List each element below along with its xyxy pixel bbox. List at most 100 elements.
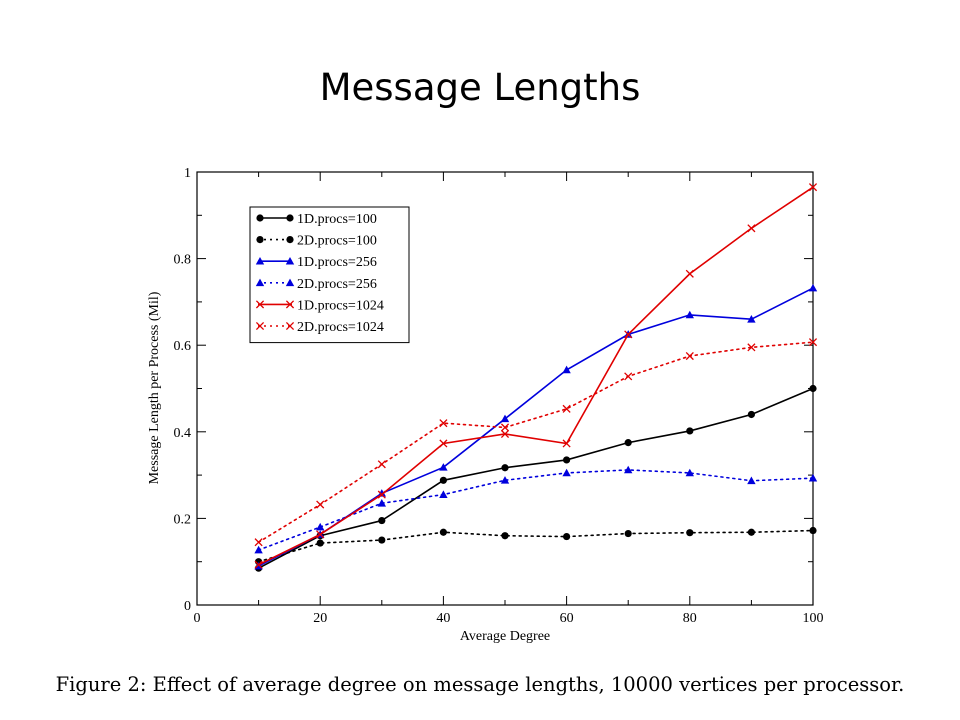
data-point — [378, 516, 386, 525]
data-point — [685, 351, 694, 361]
data-point — [254, 538, 263, 547]
data-point — [624, 372, 633, 381]
data-point — [747, 476, 756, 485]
data-point — [809, 384, 817, 393]
data-point — [624, 465, 633, 474]
series-layer — [254, 183, 818, 572]
data-point — [747, 528, 756, 536]
legend-box — [249, 206, 410, 344]
series-line — [257, 469, 814, 551]
data-point — [747, 315, 756, 323]
y-tick-label: 0.8 — [174, 253, 192, 268]
legend-entry: 1D.procs=100 — [256, 212, 377, 227]
data-point — [562, 439, 571, 448]
x-tick-label: 100 — [803, 611, 824, 626]
legend-label: 2D.procs=100 — [297, 234, 377, 249]
data-point — [377, 460, 386, 469]
series-2d-procs-1024 — [254, 338, 818, 547]
x-tick-label: 20 — [313, 611, 327, 626]
data-point — [256, 214, 264, 222]
legend-label: 1D.procs=100 — [297, 212, 377, 227]
data-point — [808, 283, 818, 292]
data-point — [747, 224, 756, 233]
data-point — [285, 257, 295, 265]
data-point — [563, 532, 571, 541]
data-point — [624, 439, 632, 447]
series-1d-procs-1024 — [254, 183, 818, 569]
data-point — [624, 529, 632, 538]
data-point — [286, 214, 294, 222]
x-tick-label: 80 — [683, 611, 697, 626]
data-point — [254, 545, 263, 554]
tick-labels: 0 20 40 60 80 100 0 0.2 0.4 0.6 0.8 1 — [174, 166, 824, 626]
data-point — [255, 300, 265, 309]
legend-label: 2D.procs=1024 — [297, 320, 384, 335]
line-chart: 0 20 40 60 80 100 0 0.2 0.4 0.6 0.8 1 Average Degre… — [147, 166, 824, 644]
data-point — [316, 539, 324, 547]
legend-label: 1D.procs=256 — [297, 255, 377, 270]
data-point — [316, 522, 325, 531]
x-tick-label: 40 — [436, 611, 450, 626]
data-point — [439, 439, 448, 448]
series-line — [257, 341, 814, 544]
series-line — [257, 186, 814, 566]
data-point — [500, 423, 510, 432]
x-axis-label: Average Degree — [460, 629, 550, 644]
data-point — [377, 490, 386, 499]
data-point — [254, 560, 263, 569]
data-point — [286, 236, 294, 244]
series-line — [257, 529, 814, 563]
legend-entry: 1D.procs=256 — [255, 255, 377, 270]
data-point — [809, 526, 817, 535]
data-point — [563, 456, 571, 464]
legend-label: 1D.procs=1024 — [297, 298, 384, 313]
data-point — [439, 419, 448, 428]
data-point — [439, 490, 448, 498]
data-point — [501, 464, 509, 472]
data-point — [256, 236, 264, 244]
series-2d-procs-256 — [254, 465, 818, 554]
data-point — [285, 321, 295, 331]
data-point — [378, 536, 386, 544]
data-point — [285, 278, 295, 287]
x-tick-label: 60 — [560, 611, 574, 626]
data-point — [439, 476, 447, 484]
y-tick-label: 1 — [184, 166, 191, 181]
data-point — [316, 500, 325, 509]
legend-entry: 1D.procs=1024 — [255, 298, 384, 313]
legend-entry: 2D.procs=256 — [255, 277, 377, 292]
data-point — [255, 321, 265, 331]
data-point — [501, 532, 509, 540]
data-point — [685, 310, 694, 319]
data-point — [377, 489, 386, 497]
data-point — [747, 343, 756, 352]
data-point — [624, 330, 633, 339]
data-point — [562, 468, 571, 477]
data-point — [439, 528, 447, 536]
slide-title: Message Lengths — [319, 66, 641, 109]
data-point — [685, 269, 694, 278]
legend-entry: 2D.procs=100 — [256, 234, 377, 249]
x-tick-label: 0 — [194, 611, 201, 626]
y-axis-label: Message Length per Process (Mil) — [147, 291, 162, 484]
data-point — [255, 257, 265, 265]
data-point — [686, 529, 694, 537]
figure-caption: Figure 2: Effect of average degree on me… — [55, 673, 905, 696]
data-point — [686, 427, 694, 435]
legend-entry: 2D.procs=1024 — [255, 320, 384, 335]
data-point — [808, 338, 818, 347]
data-point — [562, 365, 571, 374]
data-point — [285, 300, 295, 309]
data-point — [500, 429, 510, 439]
data-point — [500, 414, 510, 423]
legend-label: 2D.procs=256 — [297, 277, 377, 292]
data-point — [500, 476, 510, 484]
data-point — [439, 463, 448, 471]
data-point — [808, 473, 818, 482]
data-point — [316, 530, 325, 539]
y-tick-label: 0 — [184, 599, 191, 614]
legend: 1D.procs=100 2D.procs=100 1D.procs=256 2D.p… — [249, 206, 410, 344]
data-point — [685, 468, 694, 477]
data-point — [808, 183, 818, 192]
data-point — [747, 410, 756, 419]
